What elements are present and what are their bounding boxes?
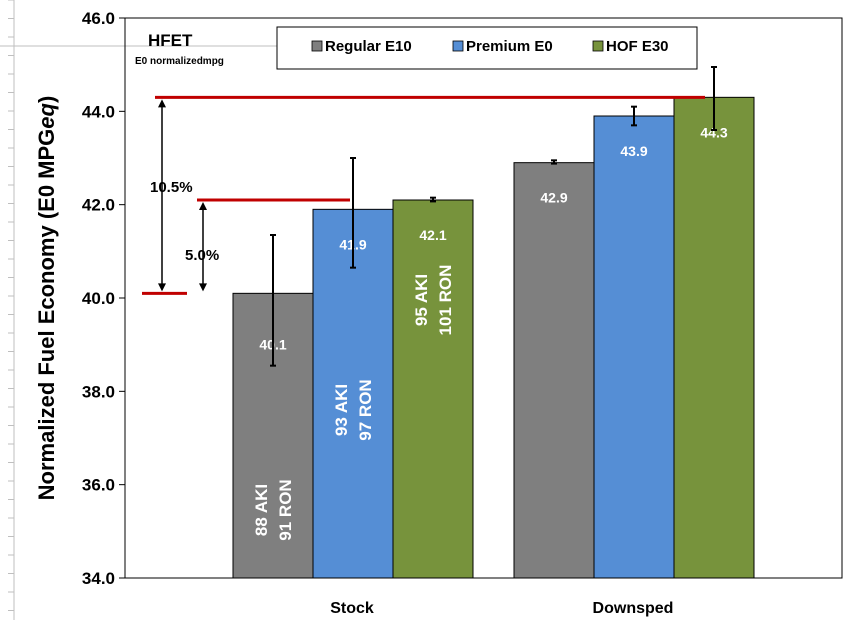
bar [673, 96, 755, 579]
y-axis-label-unit: eq [34, 102, 59, 128]
bar-value-label: 42.9 [540, 190, 567, 206]
legend-box [276, 26, 698, 70]
octane-label: 93 AKI [332, 384, 351, 436]
octane-label: 88 AKI [252, 484, 271, 536]
pct-arrow-head [199, 283, 207, 292]
y-tick-label: 36.0 [82, 476, 115, 495]
bar-value-label: 44.3 [700, 124, 727, 140]
legend-swatch-premium [452, 40, 464, 52]
chart-marks: 34.036.038.040.042.044.046.0Stock40.188 … [82, 9, 755, 617]
bar [312, 208, 394, 579]
pct-arrow-head [158, 283, 166, 292]
legend-label-regular: Regular E10 [325, 38, 412, 55]
x-category-label: Downsped [593, 600, 674, 617]
bar [392, 199, 474, 579]
octane-label: 91 RON [276, 479, 295, 540]
pct-label-hof: 10.5% [150, 179, 193, 196]
legend-swatch-hof [592, 40, 604, 52]
y-axis-label-close: ) [34, 96, 59, 103]
y-tick-label: 42.0 [82, 196, 115, 215]
y-tick-label: 34.0 [82, 569, 115, 588]
octane-label: 97 RON [356, 379, 375, 440]
y-tick-label: 38.0 [82, 382, 115, 401]
pct-label-premium: 5.0% [185, 247, 219, 264]
legend: Regular E10 Premium E0 HOF E30 [276, 26, 698, 70]
edge-ticks [0, 0, 280, 620]
pct-arrow-head [199, 202, 207, 210]
y-tick-label: 44.0 [82, 102, 115, 121]
y-axis-label: Normalized Fuel Economy (E0 MPGeq) [34, 96, 59, 501]
bar [593, 115, 675, 579]
chart-subtitle: E0 normalizedmpg [135, 56, 224, 67]
legend-label-premium: Premium E0 [466, 38, 553, 55]
bar [513, 162, 595, 579]
octane-label: 95 AKI [412, 274, 431, 326]
y-axis-label-main: Normalized Fuel Economy (E0 MPG [34, 129, 59, 501]
x-category-label: Stock [330, 600, 374, 617]
legend-label-hof: HOF E30 [606, 38, 669, 55]
y-tick-label: 46.0 [82, 9, 115, 28]
chart-title: HFET [148, 31, 193, 50]
bar-value-label: 42.1 [419, 227, 446, 243]
octane-label: 101 RON [436, 265, 455, 336]
legend-swatch-regular [311, 40, 323, 52]
pct-arrow-head [158, 99, 166, 108]
y-tick-label: 40.0 [82, 289, 115, 308]
bar-value-label: 43.9 [620, 143, 647, 159]
